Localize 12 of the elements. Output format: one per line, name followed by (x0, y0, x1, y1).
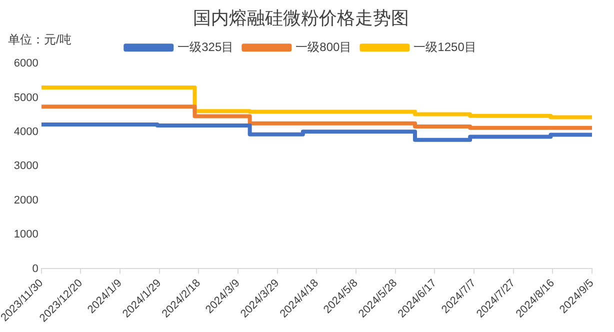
legend-label: 一级325目 (178, 40, 234, 54)
text: 单位：元/吨 (8, 32, 72, 46)
y-tick-label: 1000 (14, 228, 38, 241)
y-tick-label: 3000 (14, 160, 38, 172)
y-tick-label: 0 (32, 262, 38, 275)
chart-title: 国内熔融硅微粉价格走势图 (193, 8, 409, 28)
y-tick-label: 4000 (14, 126, 38, 138)
y-tick-label: 5000 (14, 92, 38, 104)
legend-label: 一级800目 (296, 40, 352, 54)
y-tick-label: 2000 (14, 194, 38, 206)
legend-label: 一级1250目 (414, 40, 476, 54)
y-tick-label: 6000 (14, 58, 38, 70)
